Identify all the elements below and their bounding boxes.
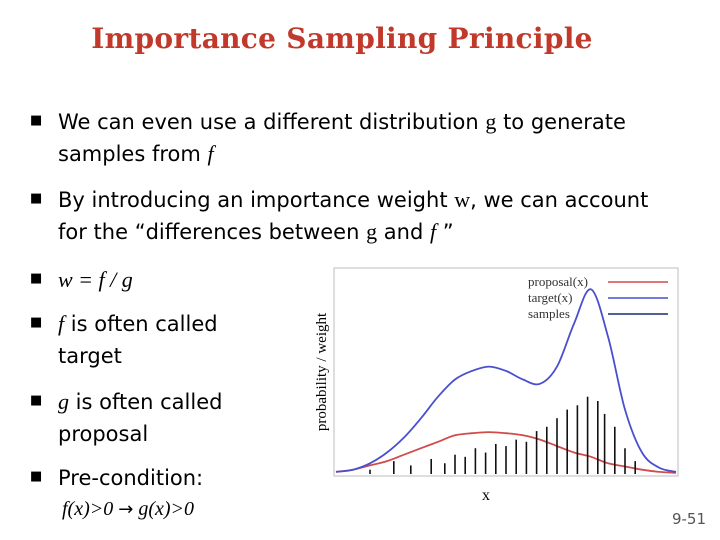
bullet-importance-weight: By introducing an importance weight w, w…	[30, 183, 678, 248]
samples-layer	[369, 396, 637, 474]
slide-number: 9-51	[671, 510, 706, 528]
bullet-text: to generate samples from	[58, 110, 626, 166]
right-arrow-icon: →	[118, 499, 134, 520]
bullet-text: is often called	[64, 312, 218, 336]
var-f: f	[58, 311, 65, 336]
bullet-text: By introducing an importance weight	[58, 188, 455, 212]
bullet-text: proposal	[58, 422, 149, 446]
var-f: f	[429, 219, 437, 244]
legend-label: proposal(x)	[528, 274, 588, 289]
bullet-target: f is often called target	[30, 307, 278, 372]
slide-title: Importance Sampling Principle	[91, 22, 593, 55]
legend-label: target(x)	[528, 290, 573, 305]
bullet-text: We can even use a different distribution	[58, 110, 486, 134]
bullet-text: and	[377, 220, 430, 244]
bullet-text: , we can account for the “differences be…	[58, 188, 649, 244]
x-axis-label: x	[482, 487, 490, 504]
y-axis-label: probability / weight	[314, 312, 330, 431]
legend-label: samples	[528, 306, 570, 321]
bullet-text: is often called	[69, 390, 223, 414]
bullet-different-distribution: We can even use a different distribution…	[30, 105, 678, 170]
bullet-text: Pre-condition:	[58, 466, 204, 490]
importance-sampling-chart: proposal(x)target(x)samples x probabilit…	[314, 267, 679, 504]
precondition-left: f(x)>0	[62, 498, 119, 520]
series-layer	[335, 288, 677, 474]
bullet-proposal: g is often called proposal	[30, 385, 278, 450]
bullet-weight-formula: w = f / g	[30, 263, 133, 296]
var-f: f	[207, 141, 214, 166]
weight-formula: w = f / g	[58, 267, 133, 292]
var-g: g	[485, 109, 497, 134]
precondition-right: g(x)>0	[133, 498, 195, 520]
series-line-proposalx	[335, 431, 677, 474]
bullet-text: ”	[436, 220, 454, 244]
precondition-formula: f(x)>0 → g(x)>0	[62, 498, 194, 521]
legend: proposal(x)target(x)samples	[528, 274, 668, 321]
var-g: g	[366, 219, 378, 244]
series-line-targetx	[335, 288, 677, 473]
var-w: w	[454, 187, 471, 212]
bullet-precondition: Pre-condition:	[30, 461, 278, 494]
plot-frame	[333, 267, 679, 477]
bullet-text: target	[58, 344, 122, 368]
var-g: g	[58, 389, 69, 414]
